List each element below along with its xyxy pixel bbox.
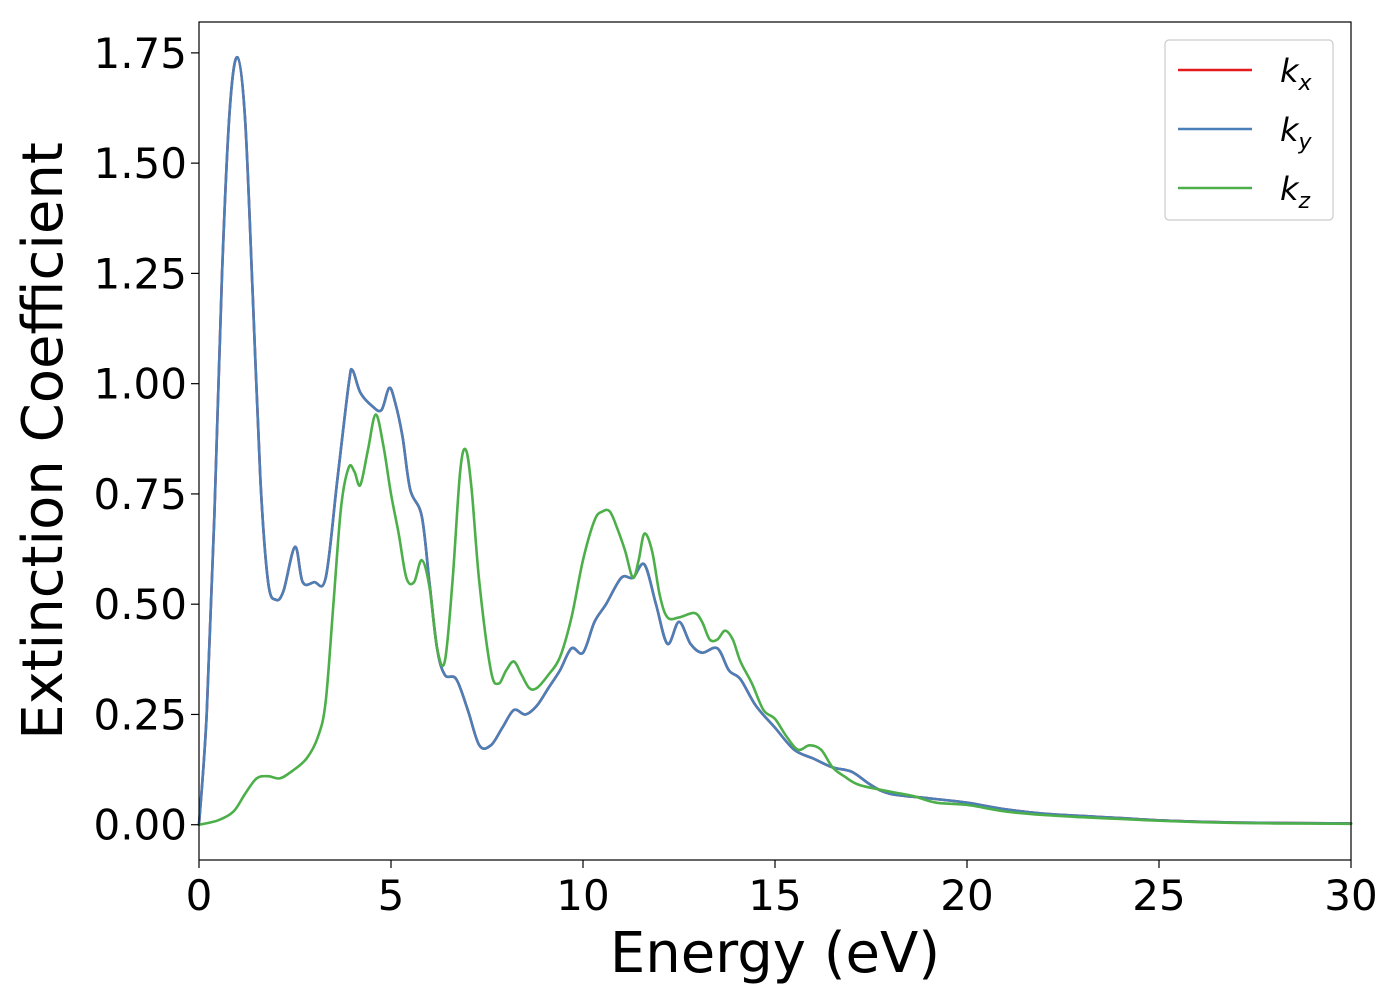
y-axis: 0.00 0.25 0.50 0.75 1.00 1.25 1.50 1.75 bbox=[93, 29, 199, 850]
y-tick-label: 1.50 bbox=[93, 139, 187, 188]
series-line-y bbox=[197, 55, 1353, 827]
x-tick-label: 5 bbox=[378, 871, 405, 920]
series-line-z bbox=[197, 413, 1353, 827]
y-tick-label: 1.75 bbox=[93, 29, 187, 78]
series-layer bbox=[197, 55, 1353, 827]
y-tick-label: 1.25 bbox=[93, 249, 187, 298]
legend-entry-z: kz bbox=[1280, 170, 1311, 214]
y-tick-label: 0.75 bbox=[93, 470, 187, 519]
y-tick-label: 0.25 bbox=[93, 690, 187, 739]
x-axis-title: Energy (eV) bbox=[610, 921, 940, 986]
x-axis: 0 5 10 15 20 25 30 bbox=[186, 860, 1378, 920]
y-tick-label: 0.50 bbox=[93, 580, 187, 629]
legend-label-base: k bbox=[1280, 111, 1300, 149]
y-tick-label: 1.00 bbox=[93, 360, 187, 409]
legend-entry-x: kx bbox=[1280, 52, 1313, 96]
x-tick-label: 30 bbox=[1324, 871, 1377, 920]
legend-label-base: k bbox=[1280, 52, 1300, 90]
y-axis-title: Extinction Coefficient bbox=[11, 142, 76, 740]
x-tick-label: 15 bbox=[748, 871, 801, 920]
x-tick-label: 20 bbox=[940, 871, 993, 920]
legend-label-subscript: y bbox=[1298, 130, 1313, 155]
y-tick-label: 0.00 bbox=[93, 801, 187, 850]
legend-label-base: k bbox=[1280, 170, 1300, 208]
legend-label-subscript: z bbox=[1298, 189, 1311, 214]
x-tick-label: 10 bbox=[556, 871, 609, 920]
legend-label-subscript: x bbox=[1298, 71, 1313, 96]
x-tick-label: 0 bbox=[186, 871, 213, 920]
x-tick-label: 25 bbox=[1132, 871, 1185, 920]
legend-entry-y: ky bbox=[1280, 111, 1313, 155]
